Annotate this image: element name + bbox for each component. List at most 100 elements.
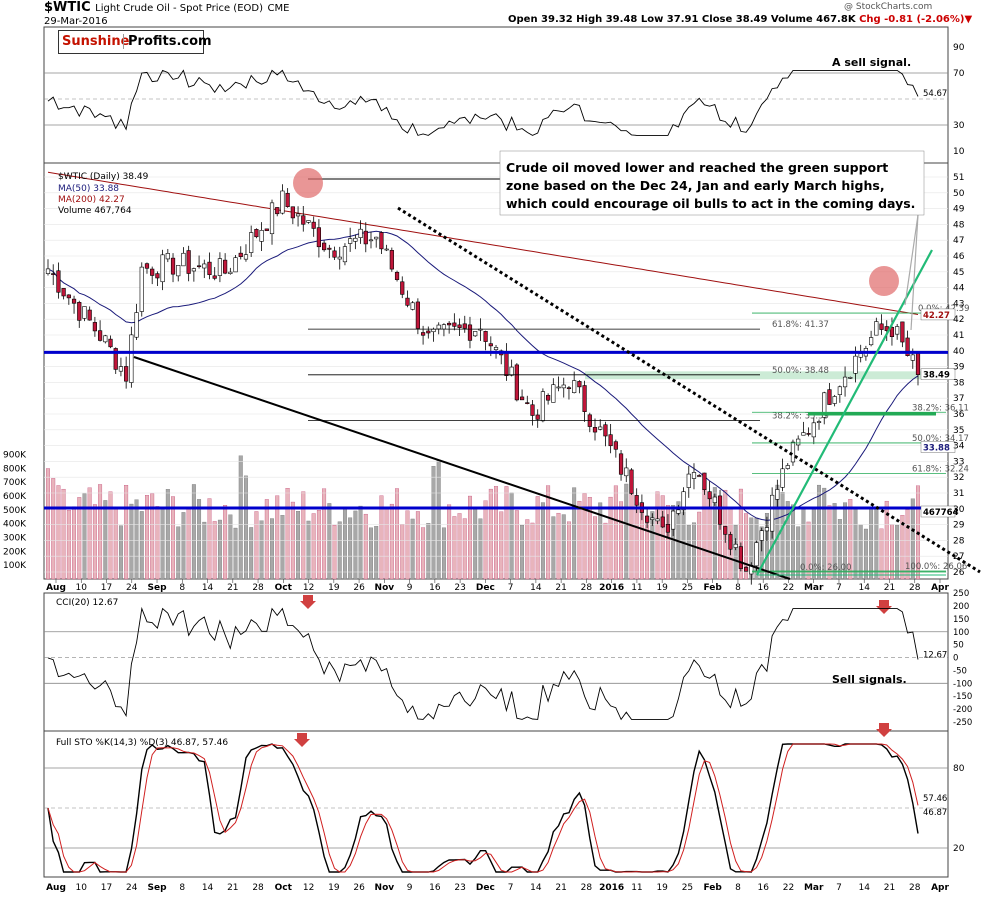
annotation-line2: zone based on the Dec 24, Jan and early … (506, 178, 885, 193)
badge-ma50: 33.88 (923, 443, 950, 453)
volume-bar (848, 499, 853, 580)
volume-bar (540, 502, 545, 580)
logo-part2: Profits.com (123, 34, 212, 49)
x-axis-label-bottom: 7 (508, 883, 514, 893)
sto-d-line (47, 743, 919, 873)
candle-body (462, 323, 467, 329)
x-axis-label-top: Apr (931, 583, 949, 593)
volume-bar (426, 523, 431, 580)
candle-body (697, 475, 702, 477)
volume-bar (572, 487, 577, 580)
x-axis-label-bottom: 19 (328, 883, 340, 893)
volume-bar (176, 526, 181, 580)
candle-body (259, 230, 264, 242)
volume-bar (634, 503, 639, 580)
x-axis-label-bottom: 8 (735, 883, 741, 893)
x-axis-label-top: 17 (101, 583, 112, 593)
x-axis-label-top: 8 (179, 583, 185, 593)
x-axis-label-bottom: 14 (859, 883, 871, 893)
volume-bar (160, 508, 165, 580)
volume-bar (134, 499, 139, 580)
open-value: Open 39.32 (508, 14, 573, 25)
candle-body (613, 441, 618, 450)
candle-body (342, 246, 348, 263)
candle-body (97, 330, 103, 341)
candle-body (764, 527, 770, 532)
axis-layer: 51 50 49 48 47 46 45 44 43 42 41 40 39 38 37 36 35 34 33 32… (3, 43, 972, 893)
candle-body (634, 495, 639, 506)
candle-body (572, 380, 577, 393)
candle-body (457, 324, 462, 328)
candle-body (207, 261, 212, 276)
volume-bar (72, 506, 76, 580)
x-axis-label-top: 9 (407, 583, 413, 593)
x-axis-label-top: 25 (682, 583, 693, 593)
volume-bar (796, 526, 801, 580)
cci-tick-label: 50 (953, 641, 964, 651)
candle-body (415, 301, 420, 329)
price-tick-label: 33 (953, 457, 964, 467)
volume-bar (577, 500, 582, 580)
volume-bar (374, 526, 379, 580)
volume-tick-label: 200K (3, 547, 27, 557)
volume-bar (348, 517, 353, 580)
volume-bar (223, 505, 228, 580)
candle-body (134, 312, 139, 338)
volume-tick-label: 800K (3, 464, 27, 474)
x-axis-label-bottom: 23 (454, 883, 465, 893)
volume-bar (139, 511, 144, 580)
x-axis-label-bottom: 25 (682, 883, 693, 893)
volume-bar (869, 506, 874, 580)
x-axis-label-bottom: Mar (804, 883, 824, 893)
rsi-current-badge: 54.67 (923, 89, 947, 99)
volume-tick-label: 700K (3, 478, 27, 488)
volume-bar (900, 515, 905, 580)
x-axis-label-bottom: 28 (909, 883, 921, 893)
candle-body (624, 467, 629, 477)
volume-bar (556, 512, 561, 580)
price-tick-label: 34 (953, 442, 965, 452)
candle-body (301, 215, 306, 225)
volume-bar (129, 503, 134, 580)
candle-body (217, 258, 223, 276)
x-axis-label-top: 14 (202, 583, 214, 593)
x-axis-label-bottom: 22 (783, 883, 794, 893)
candle-body (181, 252, 186, 267)
peak-circle-oct (293, 168, 323, 198)
volume-bar (51, 478, 56, 580)
candle-body (561, 384, 566, 389)
instrument-name: Light Crude Oil - Spot Price (EOD) (95, 3, 263, 14)
candle-body (394, 271, 400, 280)
candle-body (676, 509, 681, 514)
x-axis-label-bottom: 14 (530, 883, 542, 893)
volume-bar (697, 511, 702, 580)
candle-body (389, 250, 394, 270)
x-axis-label-top: Oct (275, 583, 293, 593)
volume-bar (405, 510, 410, 580)
candle-body (837, 386, 842, 395)
callout-pointer (904, 214, 919, 306)
volume-bar (468, 495, 472, 580)
volume-bar (546, 485, 551, 580)
volume-bar (837, 519, 842, 580)
badge-volume-bg (920, 505, 956, 518)
fib-label-right: 61.8%: 32.24 (912, 464, 969, 474)
rsi-tick-label: 70 (953, 69, 965, 79)
x-axis-label-bottom: Dec (476, 883, 495, 893)
legend-ma50: MA(50) 33.88 (58, 184, 119, 194)
candle-body (56, 270, 61, 293)
candle-body (556, 386, 561, 389)
dotted-resistance-line (397, 206, 981, 574)
fib-label-right: 0.0%: 26.00 (800, 563, 852, 573)
candle-body (582, 385, 587, 412)
volume-bar (191, 484, 196, 580)
x-axis-label-top: 7 (836, 583, 842, 593)
stockcharts-credit: @ StockCharts.com (844, 2, 933, 12)
volume-bar (379, 495, 384, 580)
x-axis-label-bottom: 28 (581, 883, 593, 893)
volume-bar (629, 483, 634, 580)
sto-tick-label: 80 (953, 764, 965, 774)
volume-bar (306, 520, 311, 580)
legend-ma200: MA(200) 42.27 (58, 195, 125, 205)
